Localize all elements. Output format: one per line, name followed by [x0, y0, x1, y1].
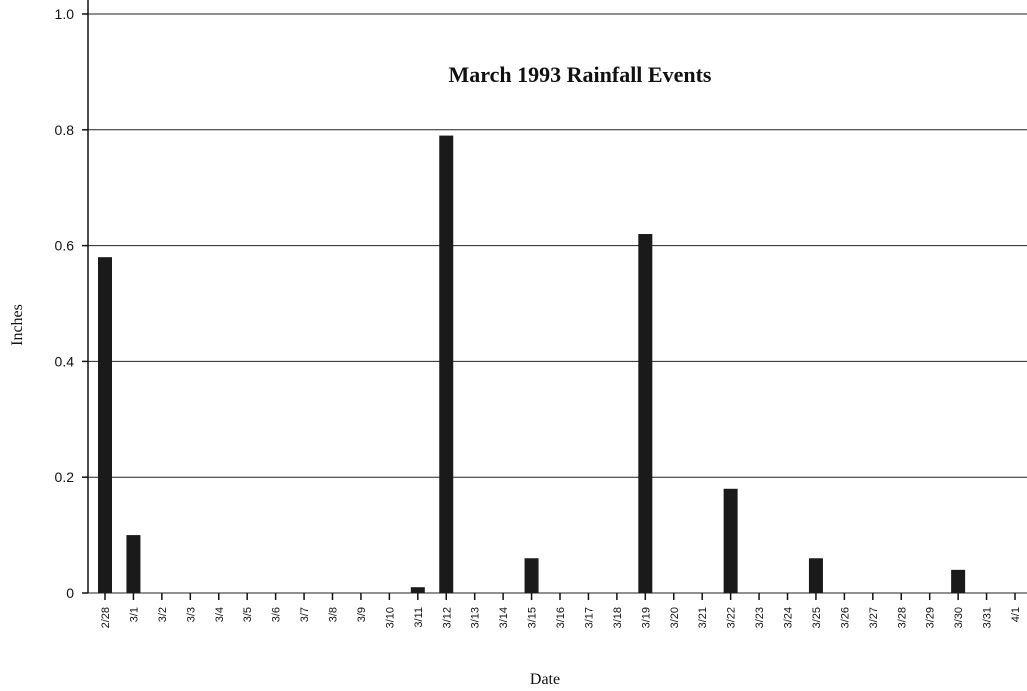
x-tick-label: 3/9 [356, 607, 368, 622]
x-tick-label: 3/26 [839, 607, 851, 628]
x-tick-label: 3/27 [868, 607, 880, 628]
y-tick-label: 0.6 [55, 238, 75, 254]
x-tick-label: 3/5 [242, 607, 254, 622]
x-tick-label: 3/20 [669, 607, 681, 628]
y-tick-label: 0.4 [55, 353, 75, 369]
x-tick-label: 3/31 [982, 607, 994, 628]
y-axis-label: Inches [9, 304, 26, 346]
x-tick-label: 3/25 [811, 607, 823, 628]
bar [638, 234, 653, 593]
x-tick-label: 3/12 [441, 607, 453, 628]
chart-title: March 1993 Rainfall Events [449, 62, 712, 87]
bar [126, 535, 141, 593]
x-tick-label: 3/6 [271, 607, 283, 622]
x-tick-label: 3/7 [299, 607, 311, 622]
x-tick-label: 3/28 [896, 607, 908, 628]
x-tick-label: 3/8 [328, 607, 340, 622]
x-tick-label: 4/1 [1010, 607, 1022, 622]
x-tick-label: 3/23 [754, 607, 766, 628]
y-tick-label: 1.0 [55, 6, 75, 22]
bar [951, 569, 966, 593]
x-tick-label: 3/4 [214, 607, 226, 622]
y-tick-label: 0.2 [55, 469, 75, 485]
x-tick-label: 2/28 [100, 607, 112, 628]
x-axis-label: Date [530, 671, 560, 688]
x-tick-label: 3/30 [953, 607, 965, 628]
x-tick-label: 3/1 [128, 607, 140, 622]
y-tick-label: 0 [66, 585, 74, 601]
x-tick-label: 3/15 [527, 607, 539, 628]
bar [723, 488, 738, 593]
x-tick-label: 3/13 [470, 607, 482, 628]
x-tick-label: 3/19 [640, 607, 652, 628]
x-tick-label: 3/10 [384, 607, 396, 628]
x-tick-label: 3/17 [583, 607, 595, 628]
x-tick-label: 3/14 [498, 607, 510, 628]
bar [524, 558, 539, 593]
x-tick-label: 3/18 [612, 607, 624, 628]
bar [410, 587, 425, 593]
bar [439, 135, 454, 593]
bar [808, 558, 823, 593]
x-tick-label: 3/3 [185, 607, 197, 622]
x-tick-label: 3/2 [157, 607, 169, 622]
x-tick-label: 3/11 [413, 607, 425, 628]
bar [98, 257, 112, 593]
x-tick-label: 3/29 [925, 607, 937, 628]
x-tick-label: 3/22 [726, 607, 738, 628]
x-tick-label: 3/21 [697, 607, 709, 628]
x-tick-label: 3/16 [555, 607, 567, 628]
y-tick-label: 0.8 [55, 122, 75, 138]
x-tick-label: 3/24 [783, 607, 795, 628]
